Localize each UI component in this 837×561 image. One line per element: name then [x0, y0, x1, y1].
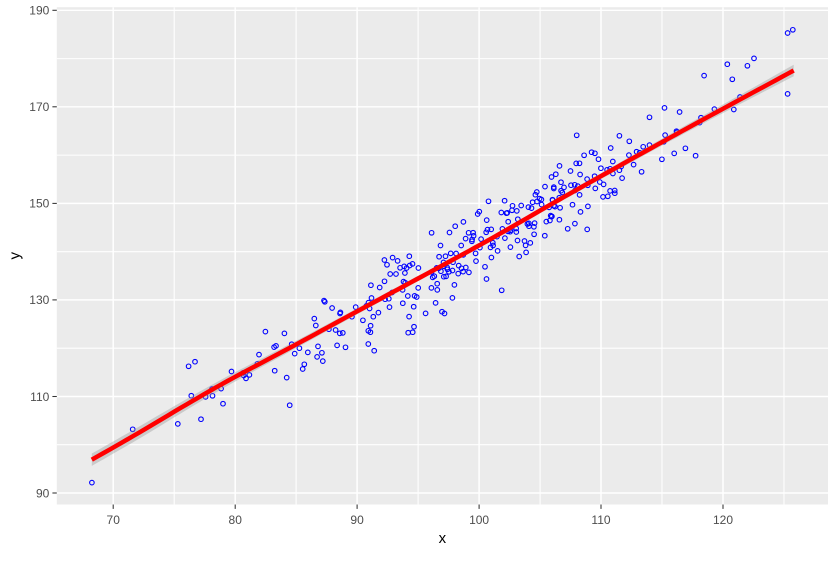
svg-text:70: 70 [107, 513, 121, 527]
svg-text:130: 130 [29, 293, 49, 307]
svg-text:90: 90 [350, 513, 364, 527]
svg-text:120: 120 [713, 513, 733, 527]
svg-text:80: 80 [229, 513, 243, 527]
svg-text:190: 190 [29, 4, 49, 18]
svg-text:110: 110 [591, 513, 610, 527]
svg-text:150: 150 [29, 197, 49, 211]
svg-text:110: 110 [30, 390, 49, 404]
svg-text:170: 170 [29, 100, 49, 114]
svg-text:90: 90 [36, 486, 50, 500]
svg-text:y: y [7, 252, 24, 260]
svg-text:100: 100 [469, 513, 489, 527]
svg-text:x: x [439, 530, 447, 547]
